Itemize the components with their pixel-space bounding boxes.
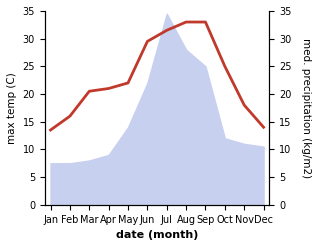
Y-axis label: med. precipitation (kg/m2): med. precipitation (kg/m2) [301,38,311,178]
Y-axis label: max temp (C): max temp (C) [7,72,17,144]
X-axis label: date (month): date (month) [116,230,198,240]
